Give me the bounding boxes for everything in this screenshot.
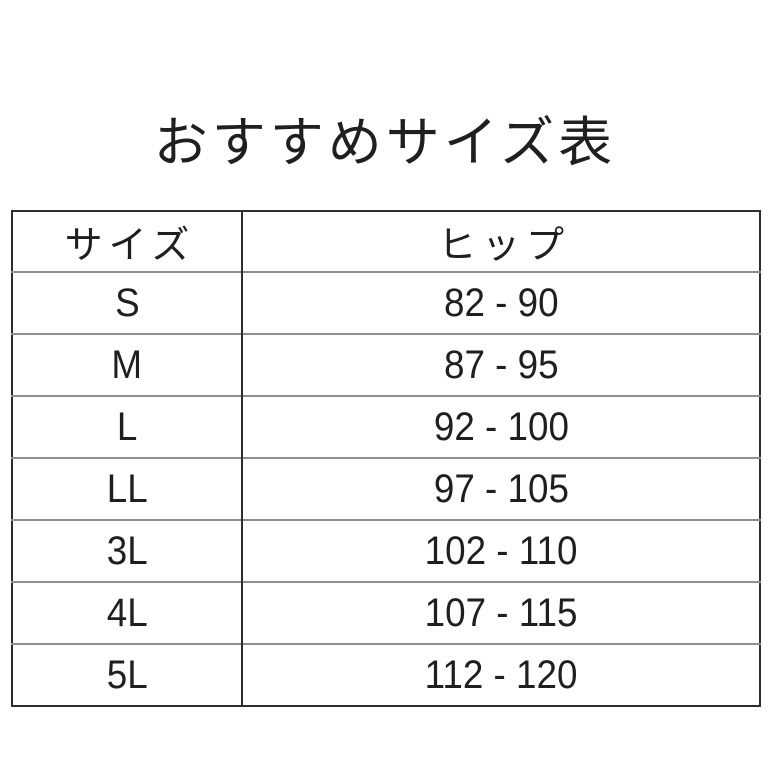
table-row-l: L 92 - 100: [12, 395, 760, 458]
size-cell: L: [12, 395, 242, 458]
page-title: おすすめサイズ表: [153, 113, 617, 173]
table-row-s: S 82 - 90: [12, 271, 760, 334]
hip-cell: 112 - 120: [241, 643, 760, 706]
table-header-row: サイズ ヒップ: [12, 211, 760, 272]
size-value: S: [114, 280, 140, 325]
hip-cell: 82 - 90: [241, 271, 760, 334]
hip-cell: 107 - 115: [241, 581, 760, 644]
size-cell: 5L: [12, 643, 242, 706]
size-value: 4L: [106, 590, 148, 635]
hip-range-value: 112 - 120: [424, 652, 578, 697]
size-cell: 3L: [12, 519, 242, 582]
hip-cell: 97 - 105: [241, 457, 760, 520]
size-value: M: [111, 342, 143, 387]
size-cell: S: [12, 271, 242, 334]
hip-range-value: 82 - 90: [443, 280, 559, 325]
table-row-4l: 4L 107 - 115: [12, 581, 760, 644]
hip-cell: 102 - 110: [241, 519, 760, 582]
size-value: LL: [106, 466, 148, 511]
hip-range-value: 87 - 95: [443, 342, 559, 387]
table-row-m: M 87 - 95: [12, 333, 760, 396]
size-value: L: [116, 404, 138, 449]
size-value: 3L: [106, 528, 148, 573]
table-row-5l: 5L 112 - 120: [12, 643, 760, 706]
table-row-ll: LL 97 - 105: [12, 457, 760, 520]
hip-range-value: 102 - 110: [424, 528, 578, 573]
hip-range-value: 92 - 100: [433, 404, 569, 449]
size-value: 5L: [106, 652, 148, 697]
table-row-3l: 3L 102 - 110: [12, 519, 760, 582]
hip-range-value: 97 - 105: [433, 466, 569, 511]
column-header-size: サイズ: [12, 211, 242, 272]
size-cell: LL: [12, 457, 242, 520]
size-cell: 4L: [12, 581, 242, 644]
hip-cell: 87 - 95: [241, 333, 760, 396]
size-table: サイズ ヒップ S 82 - 90 M 87 - 95 L 92 - 100 L…: [11, 210, 761, 707]
hip-cell: 92 - 100: [241, 395, 760, 458]
column-header-hip: ヒップ: [241, 211, 760, 272]
size-cell: M: [12, 333, 242, 396]
hip-range-value: 107 - 115: [424, 590, 578, 635]
